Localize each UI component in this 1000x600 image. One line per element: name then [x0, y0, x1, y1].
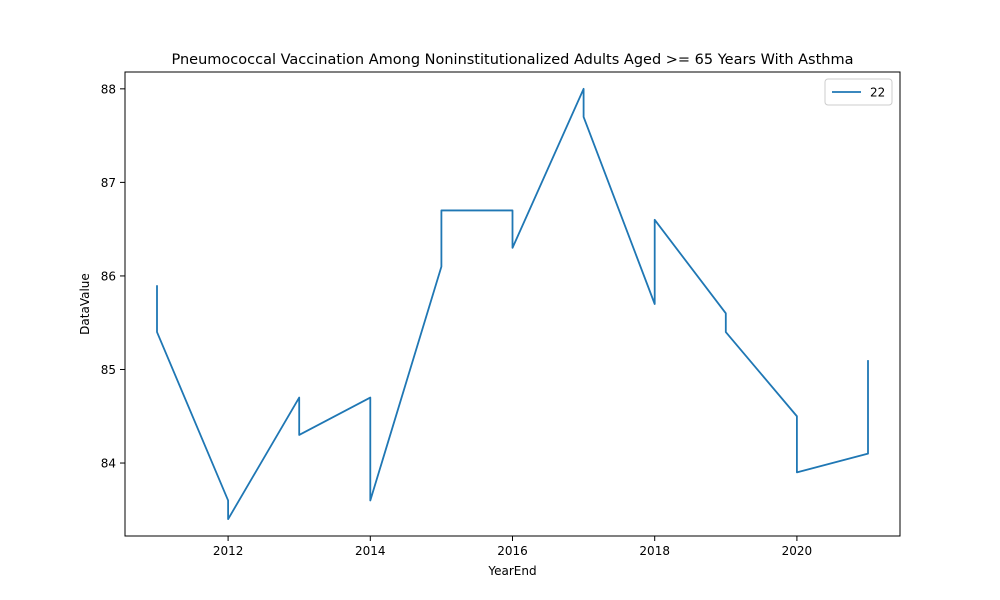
x-tick-label: 2014: [355, 544, 386, 558]
x-tick-label: 2020: [782, 544, 813, 558]
x-tick-label: 2012: [213, 544, 244, 558]
x-axis-label: YearEnd: [487, 564, 536, 578]
y-axis-ticks: 84 85 86 87 88: [101, 82, 125, 471]
series-line-0: [156, 87, 869, 521]
chart-title: Pneumococcal Vaccination Among Noninstit…: [172, 52, 854, 68]
x-axis-ticks: 2012 2014 2016 2018 2020: [213, 536, 812, 558]
legend-label: 22: [870, 86, 885, 100]
y-axis-label: DataValue: [78, 273, 92, 335]
y-tick-label: 88: [101, 82, 116, 96]
x-tick-label: 2016: [497, 544, 528, 558]
x-tick-label: 2018: [639, 544, 670, 558]
y-tick-label: 84: [101, 457, 116, 471]
y-tick-label: 87: [101, 176, 116, 190]
y-tick-label: 85: [101, 363, 116, 377]
plot-area: [156, 87, 869, 521]
y-tick-label: 86: [101, 269, 116, 283]
legend: 22: [824, 78, 893, 106]
